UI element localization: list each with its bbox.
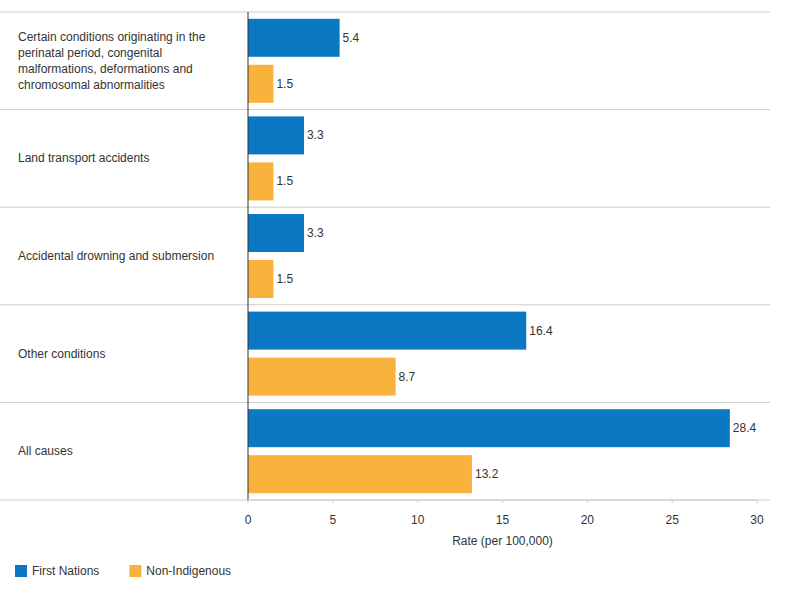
bar: [248, 358, 396, 396]
separator: [0, 402, 770, 403]
tick-label: 0: [245, 513, 252, 527]
tick-mark: [757, 500, 758, 503]
legend-label: First Nations: [32, 564, 99, 578]
tick-mark: [417, 500, 418, 503]
bar: [248, 214, 304, 252]
tick-mark: [672, 500, 673, 503]
legend-swatch: [15, 565, 27, 577]
data-label: 1.5: [276, 77, 293, 91]
data-label: 1.5: [276, 174, 293, 188]
category-label: All causes: [18, 444, 73, 458]
data-label: 8.7: [399, 370, 416, 384]
data-labels: 5.4 1.5 3.3 1.5 3.3 1.5 16.4 8.7 28.4 13.2: [276, 31, 756, 481]
legend-swatch: [129, 565, 141, 577]
separator: [0, 109, 770, 110]
data-label: 3.3: [307, 226, 324, 240]
bar: [248, 116, 304, 154]
legend-label: Non-Indigenous: [146, 564, 231, 578]
tick-label: 20: [581, 513, 595, 527]
tick-label: 30: [750, 513, 764, 527]
separator: [0, 304, 770, 305]
data-label: 28.4: [733, 421, 757, 435]
tick-label: 10: [411, 513, 425, 527]
bar: [248, 260, 273, 298]
tick-label: 15: [496, 513, 510, 527]
bar: [248, 455, 472, 493]
tick-mark: [587, 500, 588, 503]
axis-title: Rate (per 100,000): [452, 534, 553, 548]
data-label: 13.2: [475, 467, 499, 481]
bar: [248, 19, 340, 57]
tick-mark: [502, 500, 503, 503]
separator: [0, 500, 770, 501]
tick-label: 25: [665, 513, 679, 527]
category-label: Other conditions: [18, 347, 105, 361]
category-label: Certain conditions originating in theper…: [18, 30, 206, 92]
chart: 5.4 1.5 3.3 1.5 3.3 1.5 16.4 8.7 28.4 13.2 Certain…: [0, 0, 800, 600]
separator: [0, 207, 770, 208]
bars: [248, 19, 730, 493]
category-label: Land transport accidents: [18, 151, 149, 165]
data-label: 16.4: [529, 324, 553, 338]
bar: [248, 409, 730, 447]
bar: [248, 162, 273, 200]
bar: [248, 312, 526, 350]
bar: [248, 65, 273, 103]
data-label: 5.4: [343, 31, 360, 45]
tick-label: 5: [329, 513, 336, 527]
data-label: 1.5: [276, 272, 293, 286]
data-label: 3.3: [307, 128, 324, 142]
tick-mark: [248, 500, 249, 503]
separator: [0, 12, 770, 13]
axis-line: [248, 12, 249, 500]
category-label: Accidental drowning and submersion: [18, 249, 214, 263]
tick-mark: [332, 500, 333, 503]
